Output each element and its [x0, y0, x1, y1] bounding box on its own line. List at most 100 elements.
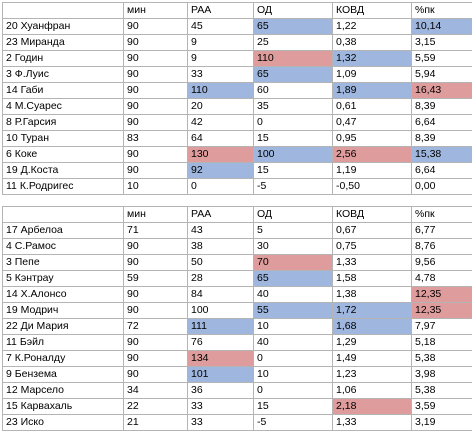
column-header[interactable]: ОД	[254, 3, 333, 19]
stat-cell[interactable]: 59	[124, 271, 188, 287]
stat-cell[interactable]: 1,22	[333, 19, 412, 35]
stat-cell[interactable]: 55	[254, 303, 333, 319]
stat-cell[interactable]: 90	[124, 99, 188, 115]
stat-cell[interactable]: 0	[188, 179, 254, 195]
stat-cell[interactable]: 5,59	[412, 51, 472, 67]
stat-cell[interactable]: 20	[188, 99, 254, 115]
column-header[interactable]: %пк	[412, 3, 472, 19]
column-header[interactable]: РАА	[188, 3, 254, 19]
stat-cell[interactable]: 10	[254, 367, 333, 383]
stat-cell[interactable]: 90	[124, 115, 188, 131]
player-name-cell[interactable]: 17 Арбелоа	[3, 223, 124, 239]
stat-cell[interactable]: 3,59	[412, 399, 472, 415]
stat-cell[interactable]: 40	[254, 335, 333, 351]
stat-cell[interactable]: 43	[188, 223, 254, 239]
stat-cell[interactable]: 15	[254, 131, 333, 147]
stat-cell[interactable]: 1,06	[333, 383, 412, 399]
stat-cell[interactable]: 22	[124, 399, 188, 415]
stat-cell[interactable]: 0,00	[412, 179, 472, 195]
stat-cell[interactable]: 30	[254, 239, 333, 255]
stat-cell[interactable]: 1,29	[333, 335, 412, 351]
stat-cell[interactable]: 12,35	[412, 287, 472, 303]
stat-cell[interactable]: 0	[254, 383, 333, 399]
column-header[interactable]: мин	[124, 207, 188, 223]
player-name-cell[interactable]: 4 С.Рамос	[3, 239, 124, 255]
stat-cell[interactable]: 0	[254, 351, 333, 367]
stat-cell[interactable]: 90	[124, 367, 188, 383]
column-header[interactable]: %пк	[412, 207, 472, 223]
stat-cell[interactable]: 1,19	[333, 163, 412, 179]
stat-cell[interactable]: 90	[124, 83, 188, 99]
stat-cell[interactable]: 90	[124, 239, 188, 255]
stat-cell[interactable]: 6,64	[412, 163, 472, 179]
player-name-cell[interactable]: 14 Габи	[3, 83, 124, 99]
stat-cell[interactable]: 10,14	[412, 19, 472, 35]
player-name-cell[interactable]: 6 Коке	[3, 147, 124, 163]
stat-cell[interactable]: 2,56	[333, 147, 412, 163]
player-name-cell[interactable]: 20 Хуанфран	[3, 19, 124, 35]
stat-cell[interactable]: 9,56	[412, 255, 472, 271]
stat-cell[interactable]: -5	[254, 179, 333, 195]
stat-cell[interactable]: 1,23	[333, 367, 412, 383]
player-name-cell[interactable]: 7 К.Роналду	[3, 351, 124, 367]
stat-cell[interactable]: 6,77	[412, 223, 472, 239]
stat-cell[interactable]: 0,95	[333, 131, 412, 147]
stat-cell[interactable]: 90	[124, 335, 188, 351]
player-name-cell[interactable]: 3 Ф.Луис	[3, 67, 124, 83]
stat-cell[interactable]: 15	[254, 399, 333, 415]
stat-cell[interactable]: 134	[188, 351, 254, 367]
player-name-cell[interactable]: 23 Миранда	[3, 35, 124, 51]
stat-cell[interactable]: 28	[188, 271, 254, 287]
stat-cell[interactable]: 40	[254, 287, 333, 303]
stat-cell[interactable]: 90	[124, 147, 188, 163]
column-header[interactable]	[3, 207, 124, 223]
stat-cell[interactable]: 130	[188, 147, 254, 163]
stat-cell[interactable]: 71	[124, 223, 188, 239]
stat-cell[interactable]: 5,18	[412, 335, 472, 351]
stat-cell[interactable]: 9	[188, 35, 254, 51]
stat-cell[interactable]: 83	[124, 131, 188, 147]
stat-cell[interactable]: 0	[254, 115, 333, 131]
stat-cell[interactable]: 5,38	[412, 383, 472, 399]
stat-cell[interactable]: 5	[254, 223, 333, 239]
stat-cell[interactable]: 8,76	[412, 239, 472, 255]
stat-cell[interactable]: 90	[124, 35, 188, 51]
player-name-cell[interactable]: 11 К.Родригес	[3, 179, 124, 195]
stat-cell[interactable]: 15,38	[412, 147, 472, 163]
stat-cell[interactable]: 0,75	[333, 239, 412, 255]
player-name-cell[interactable]: 5 Кэнтрау	[3, 271, 124, 287]
stat-cell[interactable]: 33	[188, 67, 254, 83]
stat-cell[interactable]: 3,15	[412, 35, 472, 51]
player-name-cell[interactable]: 22 Ди Мария	[3, 319, 124, 335]
stat-cell[interactable]: 90	[124, 67, 188, 83]
stat-cell[interactable]: 76	[188, 335, 254, 351]
stat-cell[interactable]: 5,94	[412, 67, 472, 83]
player-name-cell[interactable]: 14 Х.Алонсо	[3, 287, 124, 303]
stat-cell[interactable]: 36	[188, 383, 254, 399]
stat-cell[interactable]: 8,39	[412, 99, 472, 115]
stat-cell[interactable]: 25	[254, 35, 333, 51]
stat-cell[interactable]: 1,09	[333, 67, 412, 83]
stat-cell[interactable]: 33	[188, 415, 254, 431]
stat-cell[interactable]: 72	[124, 319, 188, 335]
stat-cell[interactable]: 34	[124, 383, 188, 399]
stat-cell[interactable]: -5	[254, 415, 333, 431]
player-name-cell[interactable]: 11 Бэйл	[3, 335, 124, 351]
stat-cell[interactable]: 1,33	[333, 255, 412, 271]
player-name-cell[interactable]: 10 Туран	[3, 131, 124, 147]
stat-cell[interactable]: 1,32	[333, 51, 412, 67]
stat-cell[interactable]: 38	[188, 239, 254, 255]
stat-cell[interactable]: 15	[254, 163, 333, 179]
stat-cell[interactable]: 12,35	[412, 303, 472, 319]
stat-cell[interactable]: 4,78	[412, 271, 472, 287]
player-name-cell[interactable]: 3 Пепе	[3, 255, 124, 271]
column-header[interactable]: РАА	[188, 207, 254, 223]
stat-cell[interactable]: 1,89	[333, 83, 412, 99]
stat-cell[interactable]: 90	[124, 351, 188, 367]
column-header[interactable]: мин	[124, 3, 188, 19]
stat-cell[interactable]: 101	[188, 367, 254, 383]
stat-cell[interactable]: 9	[188, 51, 254, 67]
stat-cell[interactable]: 10	[124, 179, 188, 195]
stat-cell[interactable]: 111	[188, 319, 254, 335]
stat-cell[interactable]: 50	[188, 255, 254, 271]
